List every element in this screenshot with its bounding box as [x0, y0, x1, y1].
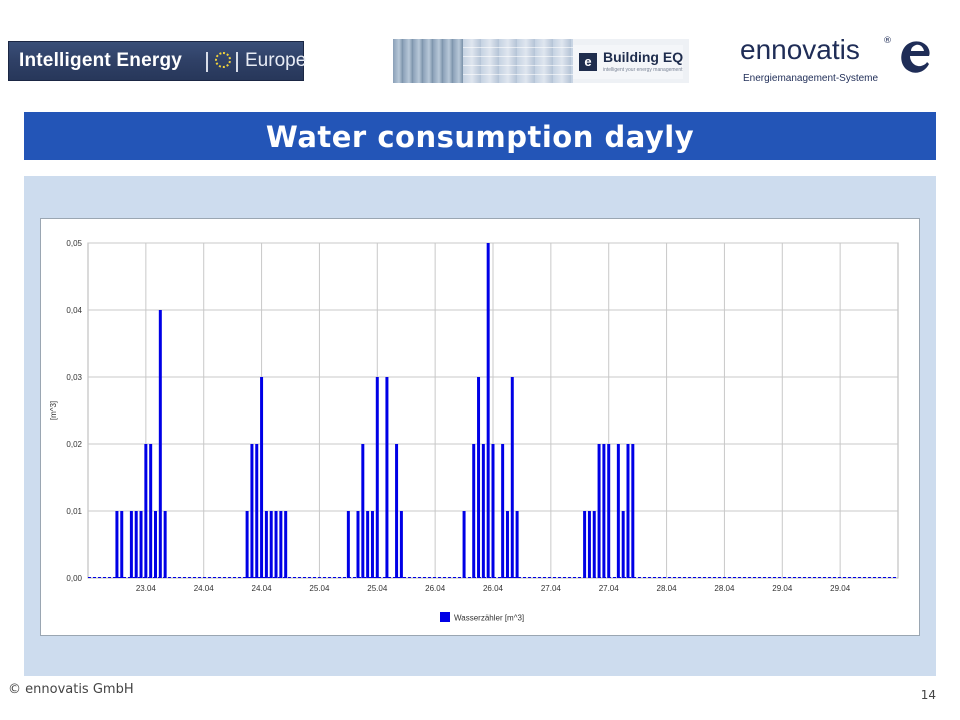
- bar: [583, 511, 587, 578]
- ennovatis-e-icon: [901, 41, 930, 73]
- bar: [144, 444, 148, 578]
- building-eq-tagline: intelligent your energy management: [603, 67, 683, 73]
- x-tick-label: 26.04: [483, 584, 504, 593]
- logo-mosaic: [463, 39, 573, 83]
- bar: [626, 444, 630, 578]
- building-photo: [393, 39, 463, 83]
- y-tick-label: 0,04: [66, 306, 82, 315]
- ennovatis-name: ennovatis: [740, 34, 860, 65]
- bar: [120, 511, 124, 578]
- logo-separator: [236, 52, 238, 72]
- logo-europe-text: Europe: [245, 50, 307, 71]
- bar: [129, 511, 133, 578]
- bar: [607, 444, 611, 578]
- bar: [274, 511, 278, 578]
- bar: [264, 511, 268, 578]
- bar: [501, 444, 505, 578]
- x-tick-label: 28.04: [714, 584, 735, 593]
- page-title: Water consumption dayly: [24, 112, 936, 160]
- bar: [346, 511, 350, 578]
- bar: [361, 444, 365, 578]
- y-tick-label: 0,01: [66, 507, 82, 516]
- bar: [491, 444, 495, 578]
- legend-label: Wasserzähler [m^3]: [454, 614, 524, 623]
- y-tick-label: 0,02: [66, 440, 82, 449]
- legend-swatch: [440, 612, 450, 622]
- bar: [134, 511, 138, 578]
- building-eq-e-icon: e: [579, 53, 597, 71]
- y-axis-label: [m^3]: [49, 401, 58, 420]
- bar: [366, 511, 370, 578]
- bar: [631, 444, 635, 578]
- bar: [602, 444, 606, 578]
- bar: [592, 511, 596, 578]
- x-tick-label: 29.04: [772, 584, 793, 593]
- x-tick-label: 25.04: [367, 584, 388, 593]
- ennovatis-subtitle: Energiemanagement-Systeme: [743, 73, 879, 84]
- x-tick-label: 24.04: [252, 584, 273, 593]
- bar: [149, 444, 153, 578]
- bar: [370, 511, 374, 578]
- bar: [284, 511, 288, 578]
- bar: [481, 444, 485, 578]
- logo-separator: [206, 52, 208, 72]
- bar: [158, 310, 162, 578]
- bar: [510, 377, 514, 578]
- building-eq-logo: e Building EQ intelligent your energy ma…: [393, 39, 689, 83]
- bar: [139, 511, 143, 578]
- bar: [472, 444, 476, 578]
- x-tick-label: 27.04: [541, 584, 562, 593]
- bar: [163, 511, 167, 578]
- x-tick-label: 29.04: [830, 584, 851, 593]
- bar: [385, 377, 389, 578]
- x-tick-label: 27.04: [599, 584, 620, 593]
- water-consumption-chart: 0,00 0,01 0,02 0,03 0,04 0,05 23.04 24.04 24.04 2…: [49, 239, 899, 623]
- bar: [260, 377, 264, 578]
- copyright: © ennovatis GmbH: [8, 682, 134, 697]
- bar: [375, 377, 379, 578]
- intelligent-energy-europe-logo: Intelligent Energy Europe: [8, 41, 307, 81]
- bar: [616, 444, 620, 578]
- bar: [597, 444, 601, 578]
- bar: [279, 511, 283, 578]
- bar: [245, 511, 249, 578]
- bar: [505, 511, 509, 578]
- x-tick-label: 26.04: [425, 584, 446, 593]
- x-tick-label: 28.04: [657, 584, 678, 593]
- bar: [269, 511, 273, 578]
- page-number: 14: [920, 688, 936, 702]
- bar: [399, 511, 403, 578]
- x-tick-label: 24.04: [194, 584, 215, 593]
- chart-frame: 0,00 0,01 0,02 0,03 0,04 0,05 23.04 24.04 24.04 2…: [40, 218, 920, 636]
- y-tick-label: 0,00: [66, 574, 82, 583]
- y-tick-label: 0,05: [66, 239, 82, 248]
- bar: [515, 511, 519, 578]
- x-tick-label: 23.04: [136, 584, 157, 593]
- x-tick-label: 25.04: [309, 584, 330, 593]
- registered-mark: ®: [883, 36, 892, 46]
- eu-stars-icon: [215, 52, 231, 68]
- bar: [486, 243, 490, 578]
- building-eq-name: Building EQ: [603, 49, 684, 65]
- bar: [395, 444, 399, 578]
- bar: [115, 511, 119, 578]
- bar: [356, 511, 360, 578]
- y-tick-label: 0,03: [66, 373, 82, 382]
- bar: [255, 444, 259, 578]
- bar: [587, 511, 591, 578]
- bar: [250, 444, 254, 578]
- bar: [477, 377, 481, 578]
- bar: [462, 511, 466, 578]
- logo-ie-text: Intelligent Energy: [19, 50, 183, 71]
- ennovatis-logo: ennovatis ® Energiemanagement-Systeme: [740, 32, 940, 88]
- bar: [621, 511, 625, 578]
- bar: [154, 511, 157, 578]
